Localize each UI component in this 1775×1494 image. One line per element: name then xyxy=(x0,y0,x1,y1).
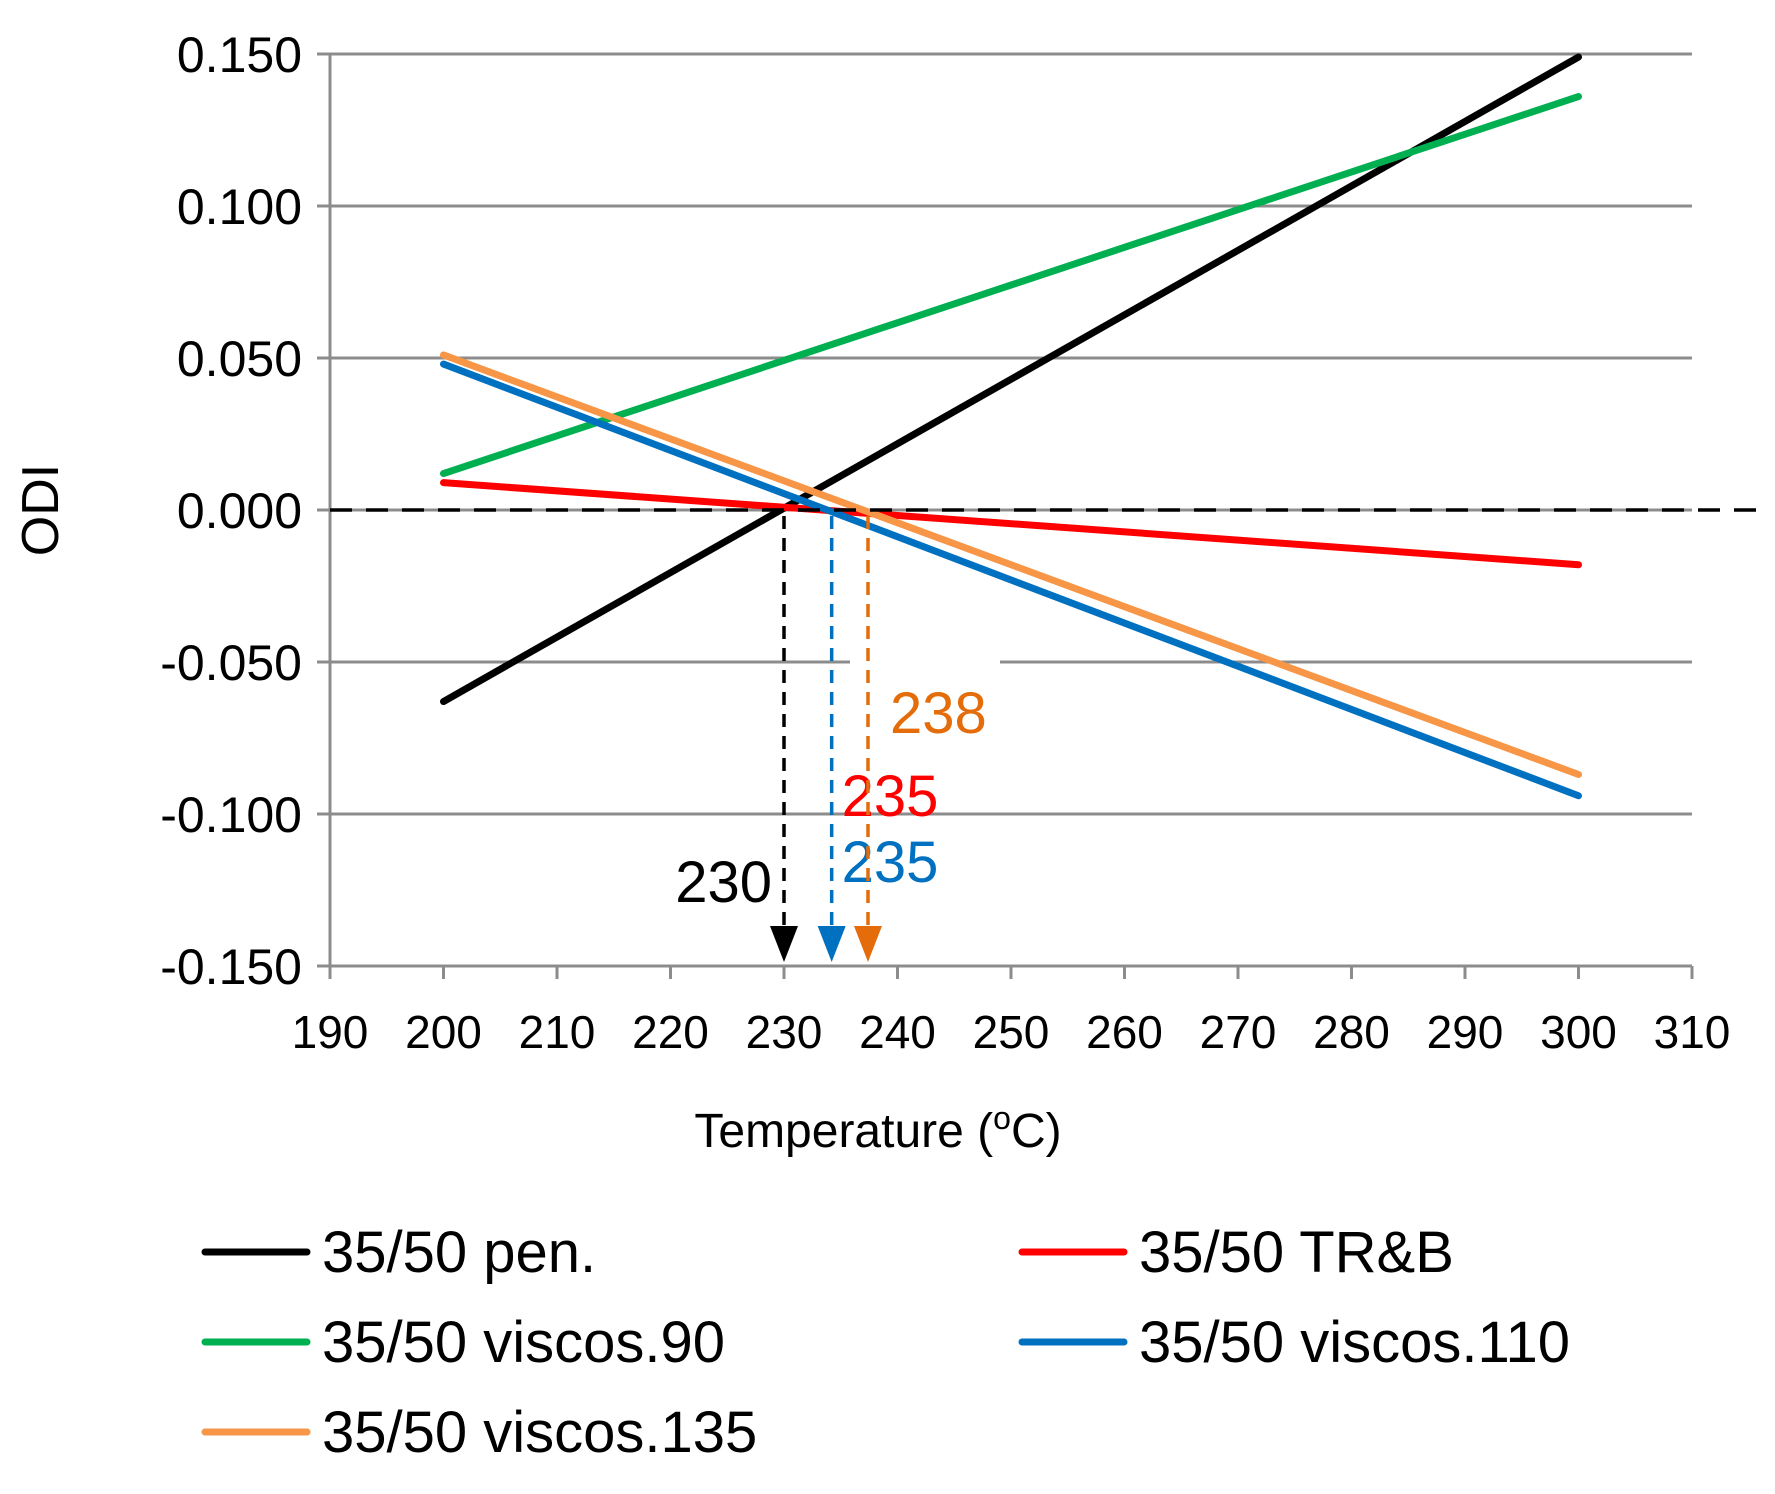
x-tick-label: 300 xyxy=(1540,1006,1617,1058)
legend-label: 35/50 viscos.110 xyxy=(1139,1310,1570,1375)
legend-label: 35/50 TR&B xyxy=(1139,1220,1454,1285)
y-tick-labels: -0.150 -0.100 -0.050 0.000 0.050 0.100 0.150 xyxy=(160,27,302,995)
x-tick-label: 260 xyxy=(1086,1006,1163,1058)
y-tick-label: 0.150 xyxy=(177,27,302,83)
annotation-arrowhead xyxy=(817,926,846,962)
annotation-arrowhead xyxy=(853,926,882,962)
annotation-label: 238 xyxy=(890,681,987,746)
x-axis-label: Temperature (oC) xyxy=(694,1100,1061,1158)
y-tick-label: 0.100 xyxy=(177,179,302,235)
y-tick-label: 0.050 xyxy=(177,331,302,387)
y-tick-label: 0.000 xyxy=(177,483,302,539)
y-axis-label: ODI xyxy=(12,464,70,556)
series-line xyxy=(440,479,1582,569)
legend-item: 35/50 viscos.110 xyxy=(1018,1310,1570,1375)
x-tick-label: 230 xyxy=(746,1006,823,1058)
legend-item: 35/50 TR&B xyxy=(1018,1220,1454,1285)
annotation-label: 230 xyxy=(675,850,772,915)
x-tick-label: 190 xyxy=(292,1006,369,1058)
x-tick-label: 240 xyxy=(859,1006,936,1058)
y-tick-label: -0.100 xyxy=(160,787,302,843)
x-axis-label-superscript: o xyxy=(993,1100,1011,1136)
x-tick-label: 220 xyxy=(632,1006,709,1058)
annotation-arrowhead xyxy=(770,926,798,962)
x-tick-label: 200 xyxy=(405,1006,482,1058)
x-tick-label: 310 xyxy=(1654,1006,1731,1058)
x-tick-labels: 190 200 210 220 230 240 250 260 270 280 290 300 310 xyxy=(292,1006,1731,1058)
annotation-label: 235 xyxy=(842,830,939,895)
x-tick-label: 250 xyxy=(973,1006,1050,1058)
x-tick-label: 210 xyxy=(519,1006,596,1058)
x-tick-label: 280 xyxy=(1313,1006,1390,1058)
legend-item: 35/50 pen. xyxy=(201,1220,596,1285)
x-tick-label: 270 xyxy=(1200,1006,1277,1058)
series-line xyxy=(440,93,1582,478)
series-lines xyxy=(440,53,1582,800)
label-clearance xyxy=(850,650,1000,670)
series-line xyxy=(440,351,1582,778)
series-line xyxy=(440,53,1582,706)
legend-label: 35/50 pen. xyxy=(322,1220,596,1285)
series-line xyxy=(440,360,1582,800)
legend-label: 35/50 viscos.135 xyxy=(322,1400,757,1465)
x-tick-label: 290 xyxy=(1427,1006,1504,1058)
y-tick-label: -0.050 xyxy=(160,635,302,691)
legend-label: 35/50 viscos.90 xyxy=(322,1310,725,1375)
annotation-label: 235 xyxy=(842,764,939,829)
y-tick-label: -0.150 xyxy=(160,939,302,995)
legend-item: 35/50 viscos.135 xyxy=(201,1400,757,1465)
legend-item: 35/50 viscos.90 xyxy=(201,1310,725,1375)
legend: 35/50 pen. 35/50 TR&B 35/50 viscos.90 35/50… xyxy=(201,1220,1570,1465)
